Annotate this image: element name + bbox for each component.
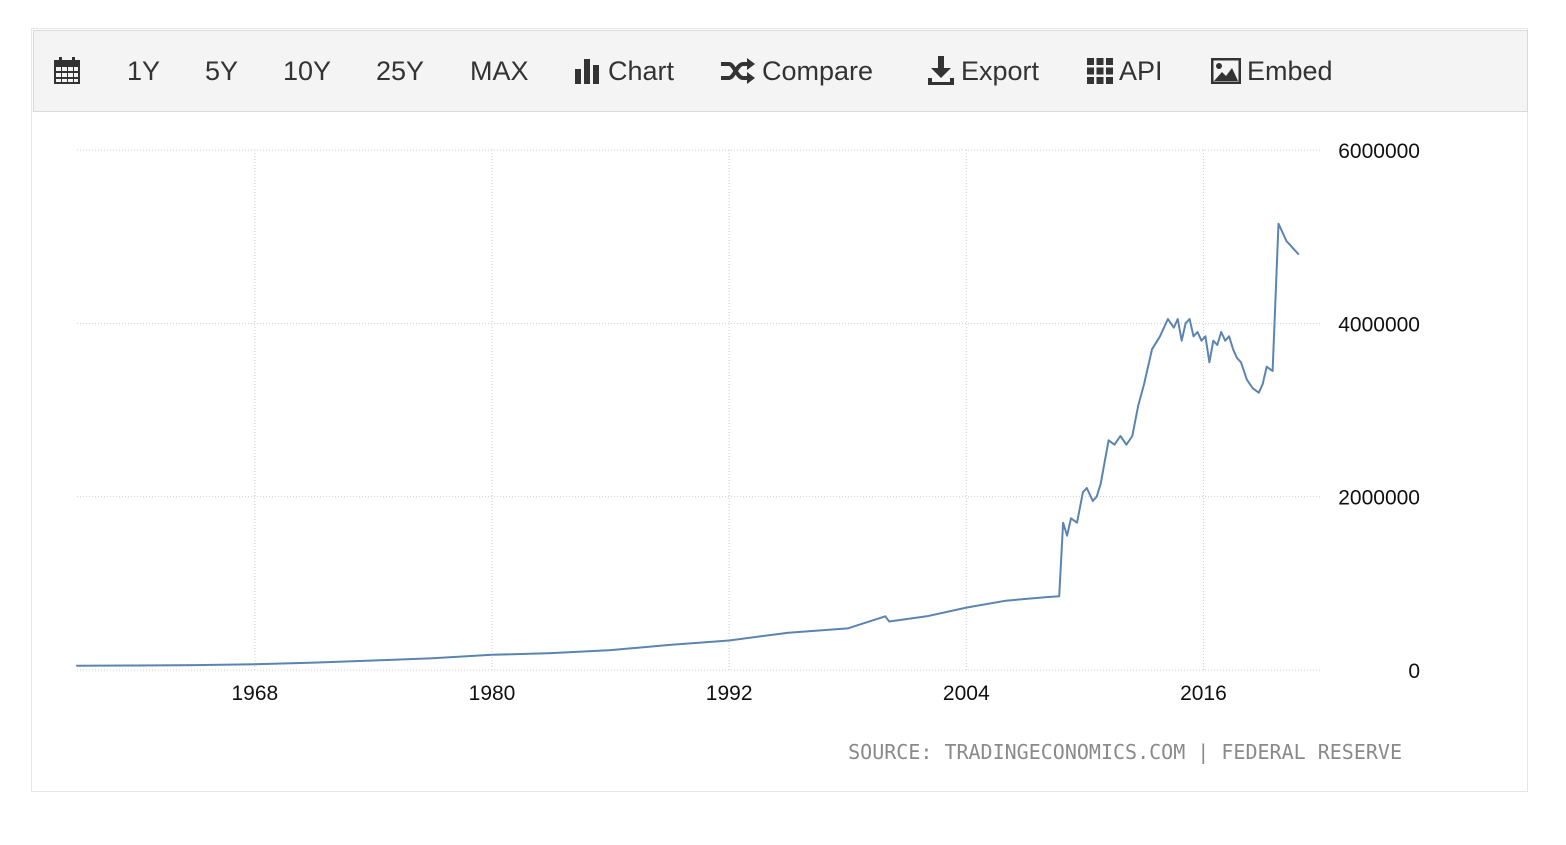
embed-button[interactable]: Embed — [1211, 31, 1333, 111]
date-range-picker-button[interactable] — [53, 31, 81, 111]
chart-type-label: Chart — [608, 55, 675, 86]
x-tick-label: 2016 — [1180, 682, 1227, 705]
api-label: API — [1119, 55, 1163, 86]
range-25y-label: 25Y — [376, 55, 425, 86]
chart-widget: 1Y 5Y 10Y 25Y MAX Chart — [31, 28, 1528, 792]
range-5y-button[interactable]: 5Y — [205, 31, 238, 111]
calendar-icon — [54, 57, 80, 84]
y-tick-label: 6000000 — [1338, 140, 1420, 163]
x-tick-label: 1968 — [231, 682, 278, 705]
x-axis-ticks: 1968 1980 1992 2004 2016 — [231, 682, 1226, 705]
download-icon — [928, 56, 954, 85]
api-button[interactable]: API — [1087, 31, 1163, 111]
range-max-button[interactable]: MAX — [470, 31, 529, 111]
x-tick-label: 1980 — [469, 682, 516, 705]
chart-type-button[interactable]: Chart — [574, 31, 674, 111]
range-1y-label: 1Y — [127, 55, 161, 86]
gridlines — [77, 149, 1322, 671]
range-10y-button[interactable]: 10Y — [283, 31, 331, 111]
x-tick-label: 2004 — [943, 682, 990, 705]
y-tick-label: 2000000 — [1338, 487, 1420, 510]
y-axis-ticks: 0 2000000 4000000 6000000 — [1338, 140, 1420, 683]
export-button[interactable]: Export — [927, 31, 1039, 111]
embed-label: Embed — [1247, 55, 1333, 86]
range-1y-button[interactable]: 1Y — [127, 31, 160, 111]
x-tick-label: 1992 — [706, 682, 753, 705]
range-25y-button[interactable]: 25Y — [376, 31, 424, 111]
bar-chart-icon — [575, 59, 599, 84]
grid-icon — [1087, 58, 1113, 84]
compare-label: Compare — [762, 55, 874, 86]
y-tick-label: 4000000 — [1338, 313, 1420, 336]
range-5y-label: 5Y — [205, 55, 239, 86]
y-tick-label: 0 — [1408, 660, 1420, 683]
compare-button[interactable]: Compare — [720, 31, 873, 111]
series-lines — [76, 222, 1300, 667]
image-icon — [1211, 58, 1241, 84]
range-max-label: MAX — [470, 55, 529, 86]
series-line — [76, 222, 1300, 667]
export-label: Export — [961, 55, 1040, 86]
source-attribution: SOURCE: TRADINGECONOMICS.COM | FEDERAL R… — [848, 740, 1402, 764]
range-10y-label: 10Y — [283, 55, 332, 86]
shuffle-icon — [721, 58, 755, 84]
chart-toolbar: 1Y 5Y 10Y 25Y MAX Chart — [33, 30, 1528, 112]
